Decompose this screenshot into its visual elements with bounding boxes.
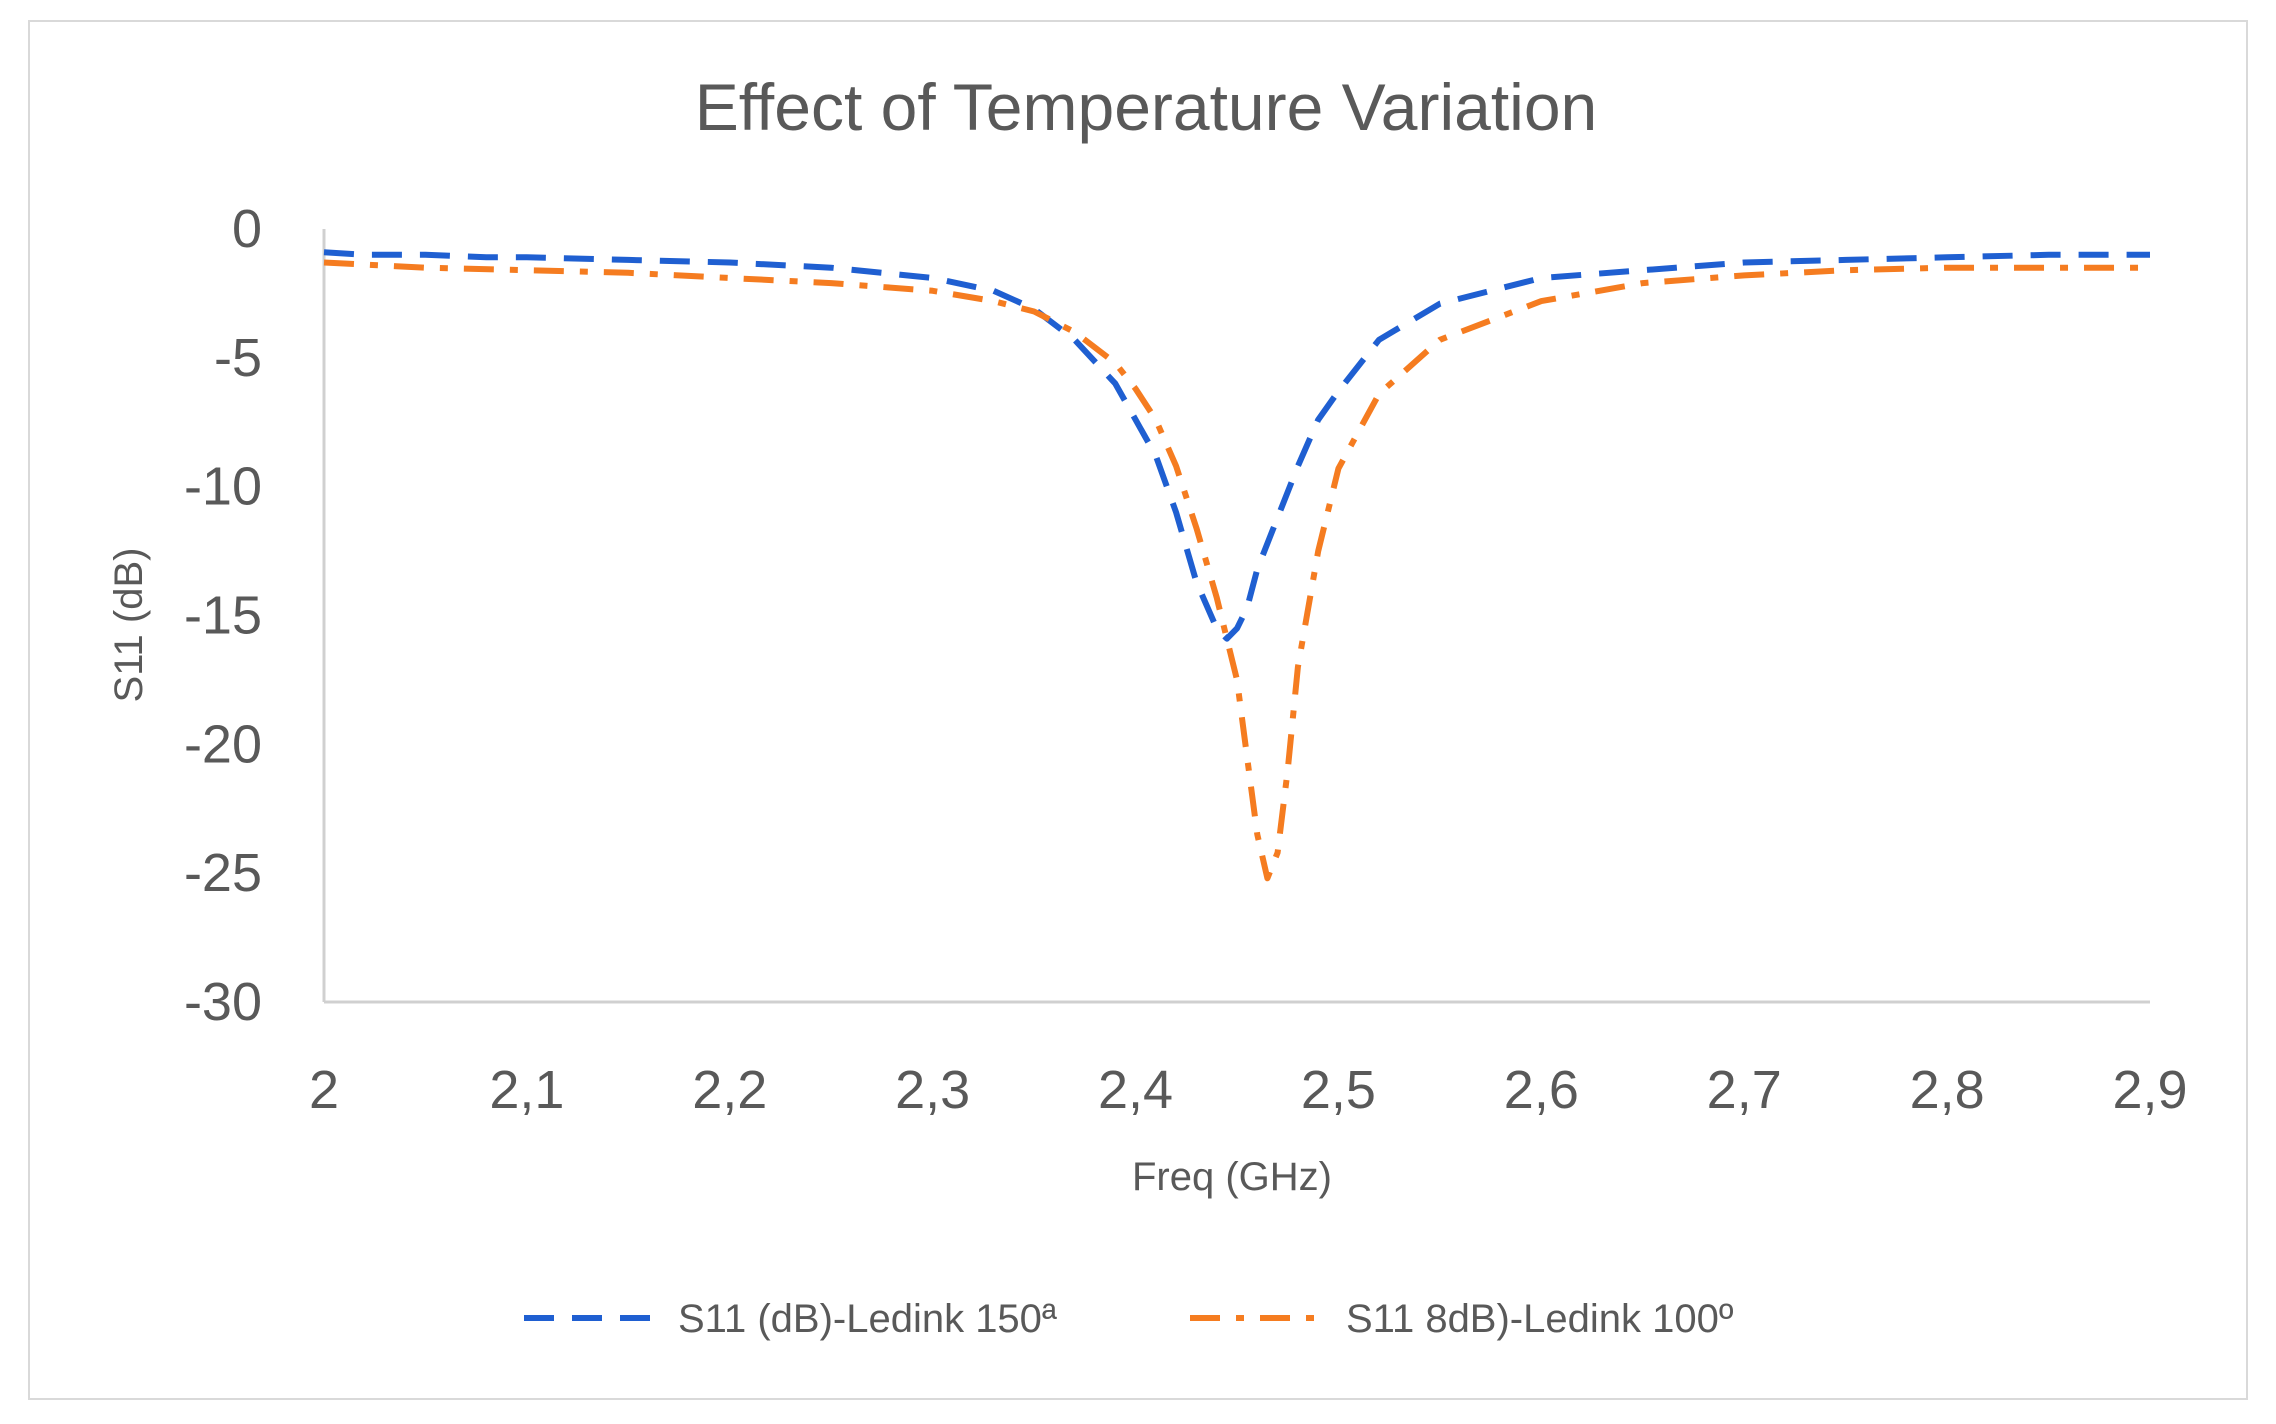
- series-line-2: [323, 259, 2150, 882]
- y-tick-label: 0: [232, 199, 262, 259]
- series-line-1: [323, 249, 2150, 642]
- x-tick-label: 2,6: [1504, 1060, 1579, 1120]
- y-tick-label: -5: [214, 328, 262, 388]
- axes: 0 -5 -10 -15 -20 -25 -30 2 2,1 2,2 2,3 2,4 2,5 2,6 2,7…: [184, 199, 2188, 1120]
- plot-area: [323, 249, 2150, 882]
- y-tick-label: -20: [184, 714, 262, 774]
- x-tick-label: 2,2: [692, 1060, 767, 1120]
- x-tick-label: 2: [309, 1060, 339, 1120]
- x-tick-label: 2,8: [1910, 1060, 1985, 1120]
- legend: S11 (dB)-Ledink 150ª S11 8dB)-Ledink 100º: [524, 1297, 1734, 1341]
- y-tick-label: -30: [184, 972, 262, 1032]
- x-tick-label: 2,3: [895, 1060, 970, 1120]
- y-tick-label: -25: [184, 843, 262, 903]
- x-tick-label: 2,7: [1707, 1060, 1782, 1120]
- y-tick-label: -15: [184, 586, 262, 646]
- x-tick-label: 2,9: [2112, 1060, 2187, 1120]
- x-tick-label: 2,5: [1301, 1060, 1376, 1120]
- x-tick-label: 2,1: [489, 1060, 564, 1120]
- y-axis-label: S11 (dB): [107, 548, 151, 703]
- chart-title: Effect of Temperature Variation: [695, 70, 1598, 144]
- chart-frame: [28, 20, 2248, 1400]
- y-tick-label: -10: [184, 457, 262, 517]
- x-axis-label: Freq (GHz): [1132, 1155, 1332, 1199]
- x-tick-label: 2,4: [1098, 1060, 1173, 1120]
- legend-label-1: S11 (dB)-Ledink 150ª: [678, 1297, 1057, 1341]
- legend-label-2: S11 8dB)-Ledink 100º: [1346, 1297, 1734, 1341]
